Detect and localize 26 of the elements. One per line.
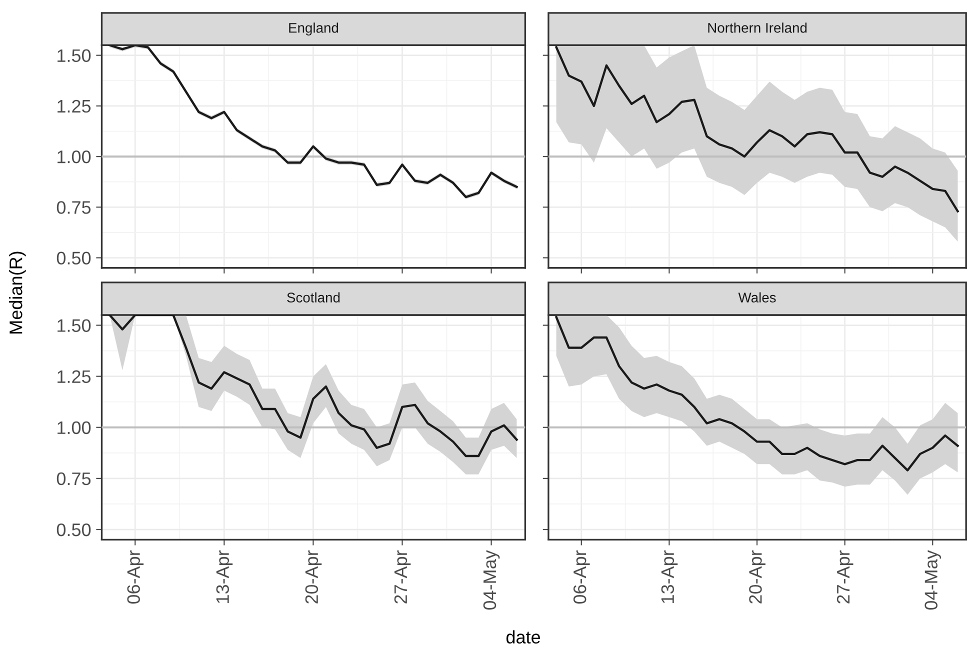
x-tick-label: 06-Apr — [127, 550, 144, 604]
x-tick-label: 04-May — [924, 550, 942, 610]
y-tick-label: 0.50 — [56, 523, 91, 536]
x-tick-label: 06-Apr — [573, 550, 590, 604]
x-tick-label: 13-Apr — [216, 550, 233, 603]
x-tick-label: 20-Apr — [305, 550, 322, 604]
y-tick-label: 1.00 — [58, 150, 91, 164]
y-tick-label: 1.25 — [58, 370, 91, 384]
chart-title: Wales — [738, 292, 776, 302]
y-tick-label: 0.75 — [56, 201, 91, 214]
y-tick-label: 1.25 — [58, 100, 91, 113]
chart-title: Northern Ireland — [708, 22, 807, 33]
y-axis-title: Median(R) — [9, 252, 26, 334]
y-tick-label: 1.50 — [58, 319, 91, 332]
chart-title: England — [289, 22, 338, 36]
x-tick-label: 27-Apr — [836, 550, 854, 604]
x-tick-label: 20-Apr — [749, 550, 766, 604]
y-tick-label: 1.50 — [58, 49, 91, 62]
x-tick-label: 04-May — [483, 550, 500, 610]
y-tick-label: 0.50 — [56, 252, 91, 264]
chart-title: Scotland — [287, 292, 340, 302]
y-tick-label: 1.00 — [58, 421, 91, 434]
y-tick-label: 0.75 — [56, 472, 91, 486]
x-tick-label: 13-Apr — [661, 550, 678, 603]
x-axis-title: date — [506, 630, 540, 644]
x-tick-label: 27-Apr — [394, 550, 411, 604]
